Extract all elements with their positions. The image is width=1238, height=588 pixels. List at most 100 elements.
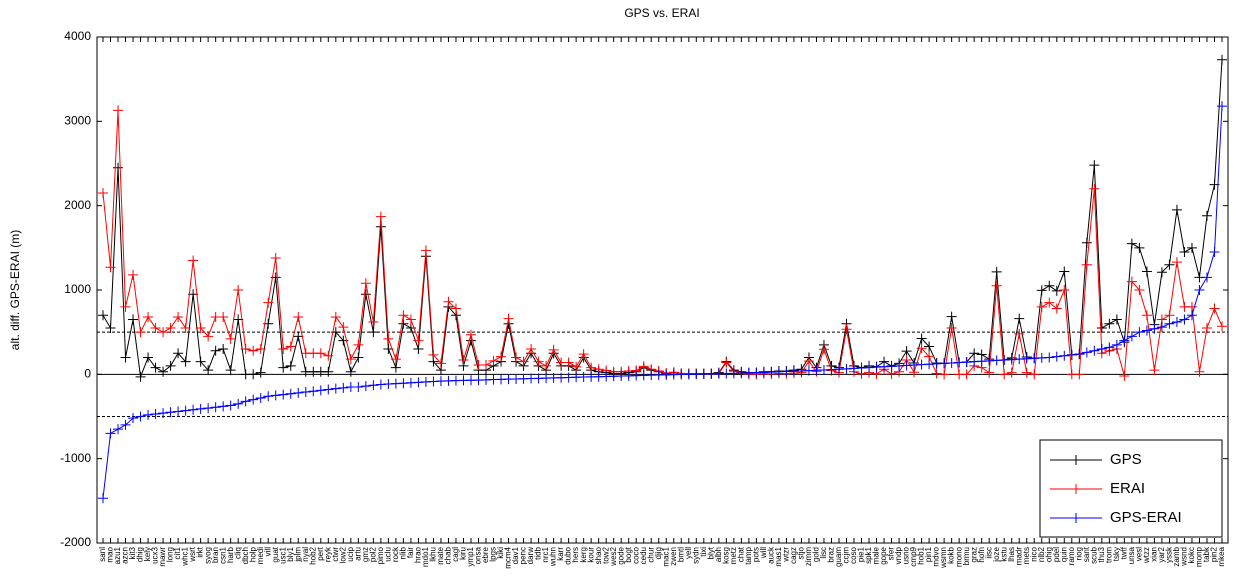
- marker: [991, 266, 1002, 277]
- y-axis-label: alt. diff. GPS-ERAI (m): [8, 230, 22, 350]
- marker: [1006, 367, 1017, 378]
- marker: [721, 357, 732, 368]
- marker: [841, 324, 852, 335]
- marker: [1074, 369, 1085, 380]
- marker: [360, 381, 371, 392]
- series-line: [102, 59, 1223, 378]
- marker: [435, 358, 446, 369]
- x-tick-label: sant: [1082, 546, 1091, 562]
- marker: [1096, 322, 1107, 333]
- marker: [368, 327, 379, 338]
- x-tick-label: djig: [654, 547, 663, 559]
- marker: [278, 344, 289, 355]
- marker: [1029, 369, 1040, 380]
- marker: [1164, 310, 1175, 321]
- x-tick-label: mao: [106, 546, 115, 562]
- x-tick-label: kerg: [579, 547, 588, 563]
- marker: [1066, 349, 1077, 360]
- marker: [105, 322, 116, 333]
- marker: [563, 357, 574, 368]
- marker: [533, 356, 544, 367]
- x-tick-label: coso: [849, 546, 858, 563]
- marker: [98, 188, 108, 199]
- x-tick-label: sanl: [98, 547, 107, 562]
- marker: [360, 289, 371, 300]
- x-tick-label: monp: [1195, 546, 1204, 567]
- marker: [1179, 314, 1190, 325]
- x-tick-label: coco: [631, 546, 640, 563]
- marker: [255, 344, 266, 355]
- marker: [1164, 318, 1175, 329]
- marker: [420, 245, 431, 256]
- x-tick-label: iisc: [984, 547, 993, 559]
- marker: [1014, 328, 1025, 339]
- x-tick-label: cmp9: [909, 546, 918, 566]
- marker: [1201, 210, 1212, 221]
- marker: [203, 331, 214, 342]
- x-tick-label: nyal: [301, 547, 310, 562]
- marker: [1104, 318, 1115, 329]
- marker: [1089, 160, 1100, 171]
- x-tick-label: thu3: [1097, 546, 1106, 562]
- marker: [323, 366, 334, 377]
- x-tick-label: auck: [767, 546, 776, 564]
- marker: [173, 406, 184, 417]
- x-tick-label: pol2: [368, 546, 377, 562]
- x-tick-label: artu: [353, 547, 362, 561]
- marker: [195, 356, 206, 367]
- marker: [218, 401, 229, 412]
- marker: [270, 252, 281, 263]
- marker: [113, 105, 124, 116]
- legend-marker: [1071, 513, 1081, 523]
- marker: [1194, 285, 1205, 295]
- x-tick-label: wtzr: [782, 547, 791, 563]
- x-tick-label: lisc: [819, 547, 828, 559]
- x-tick-label: mono: [954, 546, 963, 567]
- marker: [278, 362, 289, 373]
- marker: [143, 311, 154, 322]
- x-tick-label: yssk: [1165, 546, 1174, 563]
- x-tick-label: ramo: [1067, 546, 1076, 565]
- marker: [1074, 349, 1085, 360]
- marker: [1089, 183, 1100, 194]
- x-tick-label: kokc: [1187, 547, 1196, 563]
- marker: [991, 280, 1002, 291]
- marker: [398, 310, 409, 321]
- x-tick-label: bly1: [286, 546, 295, 561]
- marker: [999, 369, 1010, 380]
- marker: [233, 398, 244, 409]
- marker: [255, 367, 266, 378]
- marker: [1186, 301, 1197, 312]
- marker: [293, 331, 304, 342]
- marker: [1171, 257, 1182, 268]
- marker: [1217, 321, 1227, 332]
- marker: [931, 368, 942, 379]
- marker: [518, 356, 529, 367]
- x-tick-label: nico: [1029, 546, 1038, 561]
- x-tick-label: mets: [1022, 547, 1031, 564]
- x-tick-label: kiki: [496, 547, 505, 559]
- x-tick-label: cedu: [639, 547, 648, 564]
- y-tick-label: 2000: [64, 198, 91, 212]
- x-tick-label: wsnd: [1180, 547, 1189, 567]
- x-tick-label: nrc1: [541, 546, 550, 562]
- marker: [143, 409, 154, 420]
- x-tick-label: dhig: [136, 547, 145, 562]
- x-tick-label: dbch: [241, 547, 250, 564]
- x-tick-label: kokb: [947, 546, 956, 563]
- x-tick-label: tixi: [699, 547, 708, 557]
- marker: [1156, 322, 1167, 333]
- marker: [1059, 285, 1070, 295]
- marker: [1126, 238, 1137, 249]
- marker: [488, 355, 499, 366]
- x-tick-label: long: [166, 547, 175, 562]
- marker: [1081, 347, 1092, 358]
- x-tick-label: ymp1: [466, 546, 475, 566]
- legend-marker: [1071, 455, 1081, 465]
- marker: [405, 314, 416, 325]
- x-tick-label: tsky: [1112, 547, 1121, 561]
- x-tick-label: fair: [406, 547, 415, 558]
- x-tick-label: hrao: [414, 546, 423, 563]
- marker: [969, 348, 980, 359]
- x-tick-label: harb: [226, 546, 235, 563]
